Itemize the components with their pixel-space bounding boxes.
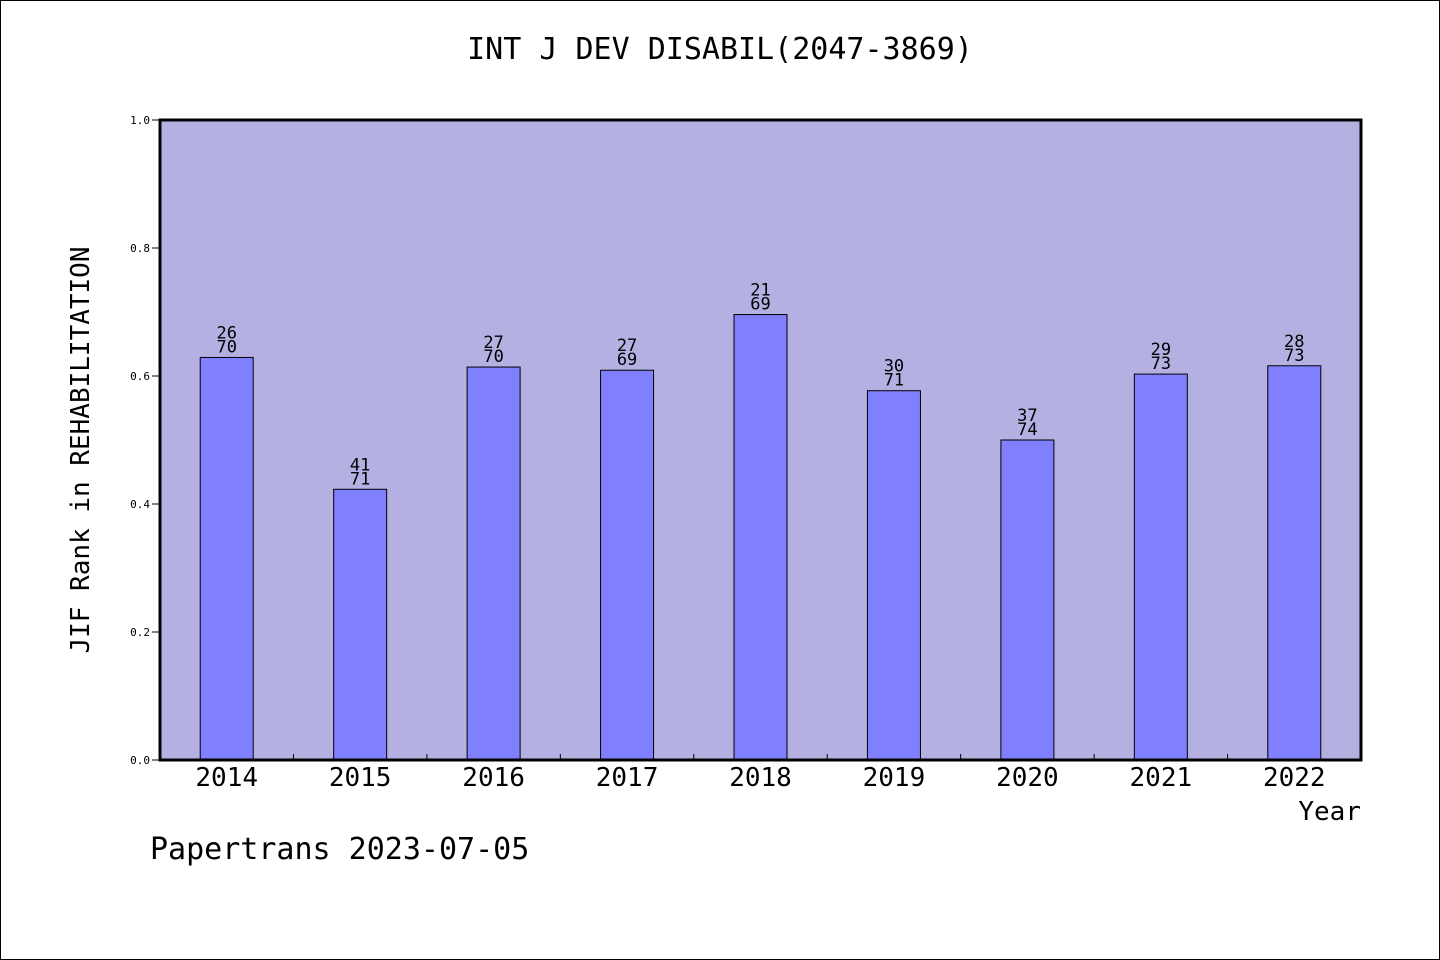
bar-total-label: 69 [750,295,770,315]
x-tick-label: 2022 [1263,763,1326,793]
y-tick-label: 1.0 [130,114,150,127]
bar-total-label: 71 [884,371,904,391]
bar-rank-label: 27 [617,336,637,356]
x-tick-label: 2015 [329,763,392,793]
bar-rank-label: 41 [350,455,370,475]
chart-title: INT J DEV DISABIL(2047-3869) [467,32,973,67]
x-tick-label: 2021 [1130,763,1193,793]
bar-2015 [333,488,388,761]
x-tick-label: 2017 [596,763,659,793]
bar-rank-label: 26 [216,323,236,343]
x-tick-label: 2020 [996,763,1059,793]
bar-2017 [600,369,655,761]
bar-2014 [199,356,254,761]
y-tick-label: 0.0 [130,754,150,767]
bar-total-label: 71 [350,469,370,489]
bar-2022 [1267,365,1322,761]
y-tick-label: 0.8 [130,242,150,255]
bar-total-label: 73 [1151,354,1171,374]
y-tick-label: 0.6 [130,370,150,383]
x-axis-label: Year [1298,797,1361,827]
bar-rank-label: 30 [884,357,904,377]
x-tick-label: 2014 [195,763,258,793]
bar-2018 [733,314,788,761]
y-tick-label: 0.2 [130,626,150,639]
bar-rank-label: 27 [483,333,503,353]
bar-2016 [466,366,521,761]
footer-text: Papertrans 2023-07-05 [150,832,530,867]
bar-rank-label: 37 [1017,406,1037,426]
y-tick-label: 0.4 [130,498,150,511]
bar-total-label: 70 [216,337,236,357]
bar-total-label: 69 [617,350,637,370]
bar-rank-label: 21 [750,281,770,301]
bar-total-label: 73 [1284,346,1304,366]
bar-total-label: 74 [1017,420,1037,440]
y-axis: 0.0 0.2 0.4 0.6 0.8 1.0 [130,114,160,767]
y-axis-label: JIF Rank in REHABILITATION [66,247,96,654]
x-tick-label: 2016 [462,763,525,793]
bar-2019 [866,390,921,761]
plot-border [158,118,1363,762]
x-axis: 2014 2015 2016 2017 2018 2019 2020 2021 2022 [195,754,1326,793]
bar-rank-label: 28 [1284,332,1304,352]
x-tick-label: 2019 [863,763,926,793]
bar-total-label: 70 [483,347,503,367]
bar-2020 [1000,439,1055,761]
x-tick-label: 2018 [729,763,792,793]
bar-2021 [1133,373,1188,761]
bar-rank-label: 29 [1151,340,1171,360]
